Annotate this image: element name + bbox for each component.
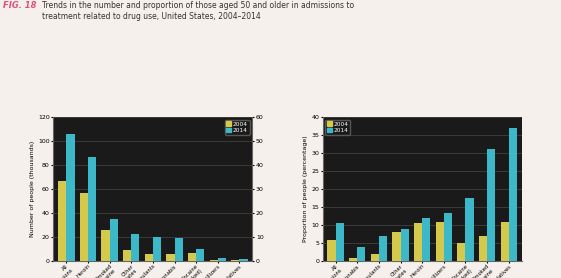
Legend: 2004, 2014: 2004, 2014 (224, 120, 250, 135)
Bar (479, 236, 487, 261)
Bar (174, 239, 183, 261)
Bar (349, 258, 357, 261)
Bar (58, 181, 66, 261)
Bar (379, 236, 387, 261)
Bar (414, 224, 422, 261)
Bar (240, 259, 248, 261)
Bar (218, 258, 226, 261)
Bar (401, 229, 409, 261)
Bar (335, 224, 344, 261)
Y-axis label: Proportion of people (percentage): Proportion of people (percentage) (304, 136, 309, 242)
Bar (153, 237, 161, 261)
Bar (422, 218, 430, 261)
Bar (357, 247, 365, 261)
Text: FIG. 18: FIG. 18 (3, 1, 36, 10)
Bar (371, 254, 379, 261)
Bar (102, 230, 109, 261)
Bar (231, 260, 240, 261)
Bar (487, 149, 495, 261)
Text: Trends in the number and proportion of those aged 50 and older in admissions to
: Trends in the number and proportion of t… (42, 1, 354, 21)
Bar (327, 240, 335, 261)
Y-axis label: Number of people (thousands): Number of people (thousands) (30, 141, 35, 237)
Bar (466, 198, 473, 261)
Bar (123, 250, 131, 261)
Bar (109, 219, 118, 261)
Bar (444, 212, 452, 261)
Bar (196, 249, 204, 261)
Bar (457, 243, 466, 261)
Legend: 2004, 2014: 2004, 2014 (325, 120, 351, 135)
Bar (80, 193, 88, 261)
Bar (188, 253, 196, 261)
Bar (392, 232, 401, 261)
Bar (131, 234, 140, 261)
Bar (145, 254, 153, 261)
Bar (210, 260, 218, 261)
Bar (88, 157, 96, 261)
Bar (66, 134, 75, 261)
Bar (500, 222, 509, 261)
Bar (166, 254, 174, 261)
Bar (435, 222, 444, 261)
Bar (509, 128, 517, 261)
